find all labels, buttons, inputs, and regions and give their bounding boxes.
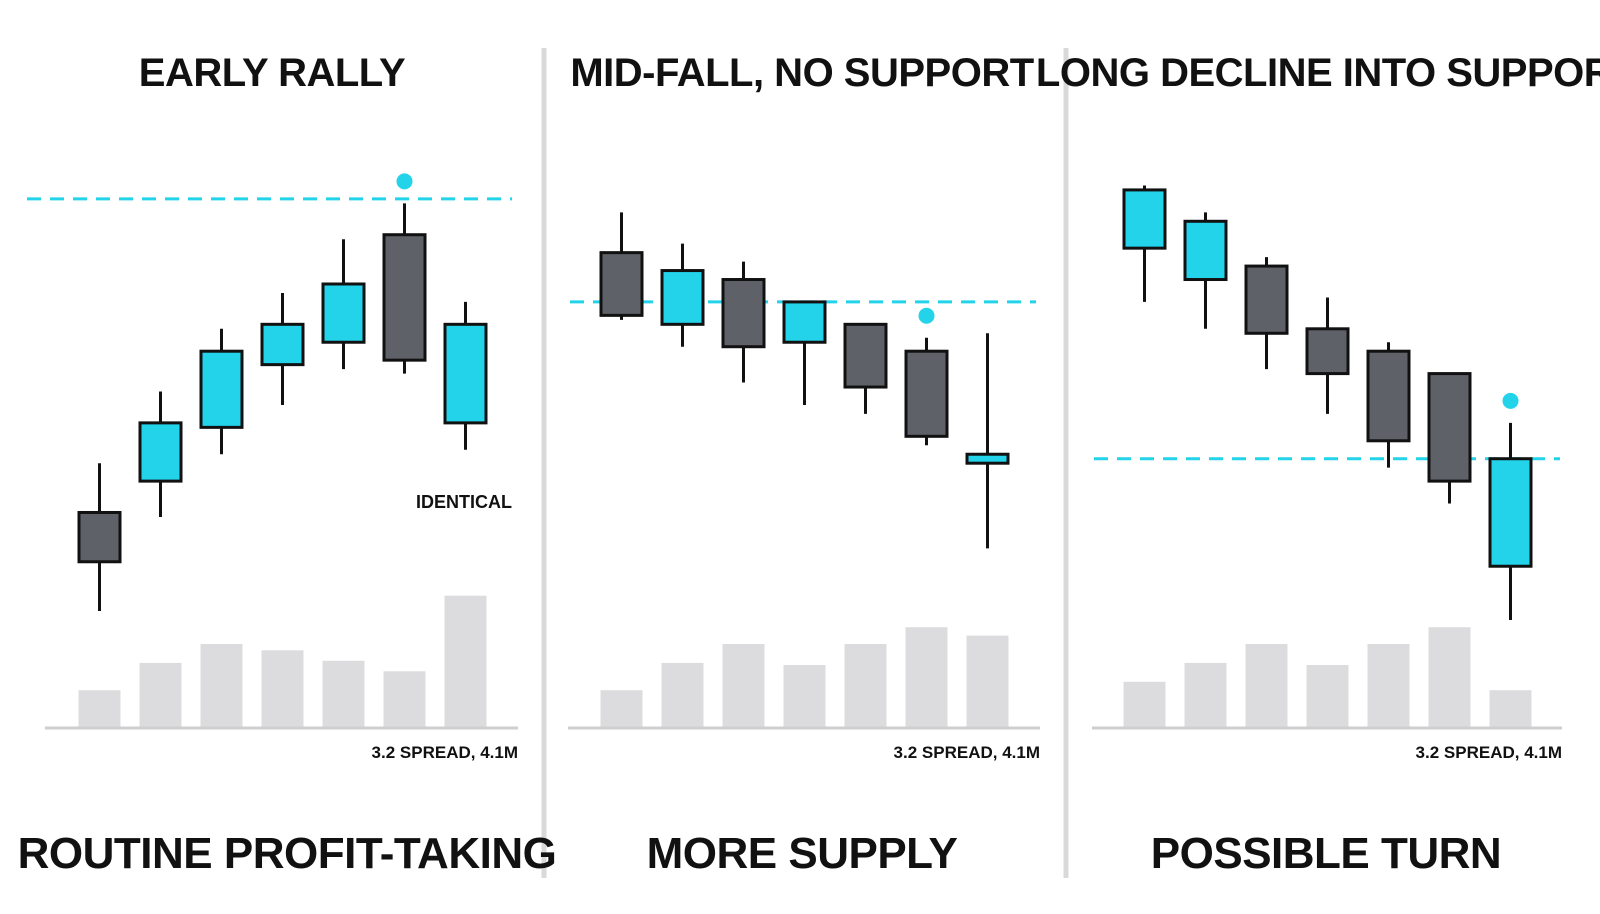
signal-marker-dot — [918, 307, 935, 324]
volume-bar — [600, 690, 643, 728]
candlestick-plot — [27, 173, 518, 730]
bearish-candle — [843, 322, 888, 389]
volume-bar — [200, 644, 243, 728]
volume-bar — [1489, 690, 1532, 728]
bullish-candle — [660, 269, 705, 326]
volume-bar — [322, 660, 365, 728]
bearish-candle — [904, 349, 949, 438]
bullish-candle — [1183, 219, 1228, 282]
volume-bar — [78, 690, 121, 728]
stat-label: 3.2 SPREAD, 4.1M — [1416, 743, 1562, 762]
panel-caption: MORE SUPPLY — [647, 829, 958, 878]
bullish-candle — [443, 322, 488, 425]
bearish-candle — [1244, 264, 1289, 335]
volume-annotation: IDENTICAL — [416, 492, 512, 512]
volume-bar — [383, 671, 426, 728]
bearish-candle — [599, 251, 644, 317]
bearish-candle — [1366, 349, 1411, 443]
bearish-candle — [1427, 372, 1472, 483]
volume-bar — [661, 662, 704, 728]
stat-label: 3.2 SPREAD, 4.1M — [372, 743, 518, 762]
volume-bar — [1245, 644, 1288, 728]
bullish-candle — [1488, 457, 1533, 568]
bullish-candle — [138, 421, 183, 483]
panel-long-decline: LONG DECLINE INTO SUPPORT 3.2 SPREAD, 4.… — [1036, 51, 1600, 878]
panel-caption: ROUTINE PROFIT-TAKING — [18, 829, 557, 878]
bullish-candle — [260, 322, 305, 367]
volume-bar — [1367, 644, 1410, 728]
panel-title: LONG DECLINE INTO SUPPORT — [1036, 51, 1600, 95]
bearish-candle — [382, 233, 427, 362]
volume-bar — [261, 650, 304, 728]
volume-bar — [905, 627, 948, 728]
volume-bar — [1428, 627, 1471, 728]
volume-bar — [1123, 681, 1166, 728]
bullish-candle — [1122, 188, 1167, 250]
panel-mid-fall: MID-FALL, NO SUPPORT 3.2 SPREAD, 4.1M MO… — [568, 51, 1040, 878]
bullish-candle — [199, 349, 244, 429]
volume-bar — [1306, 665, 1349, 728]
bearish-candle — [1305, 327, 1350, 376]
signal-marker-dot — [1502, 392, 1519, 409]
volume-bar — [722, 644, 765, 728]
panel-caption: POSSIBLE TURN — [1151, 829, 1501, 878]
volume-bar — [844, 644, 887, 728]
bearish-candle — [721, 278, 766, 349]
stat-label: 3.2 SPREAD, 4.1M — [894, 743, 1040, 762]
candlestick-plot — [1092, 185, 1562, 730]
volume-bar — [1184, 662, 1227, 728]
volume-bar — [139, 662, 182, 728]
bullish-candle — [782, 300, 827, 344]
volume-bar — [966, 635, 1009, 728]
volume-bar — [783, 665, 826, 728]
bullish-candle — [321, 282, 366, 344]
bearish-candle — [77, 510, 122, 564]
volume-bar — [444, 595, 487, 728]
candlestick-plot — [568, 212, 1040, 730]
panel-title: EARLY RALLY — [139, 51, 406, 95]
panel-early-rally: EARLY RALLY IDENTICAL 3.2 SPREAD, 4.1M R… — [18, 51, 557, 878]
panel-title: MID-FALL, NO SUPPORT — [570, 51, 1033, 95]
signal-marker-dot — [396, 173, 413, 190]
bullish-candle — [965, 452, 1010, 465]
